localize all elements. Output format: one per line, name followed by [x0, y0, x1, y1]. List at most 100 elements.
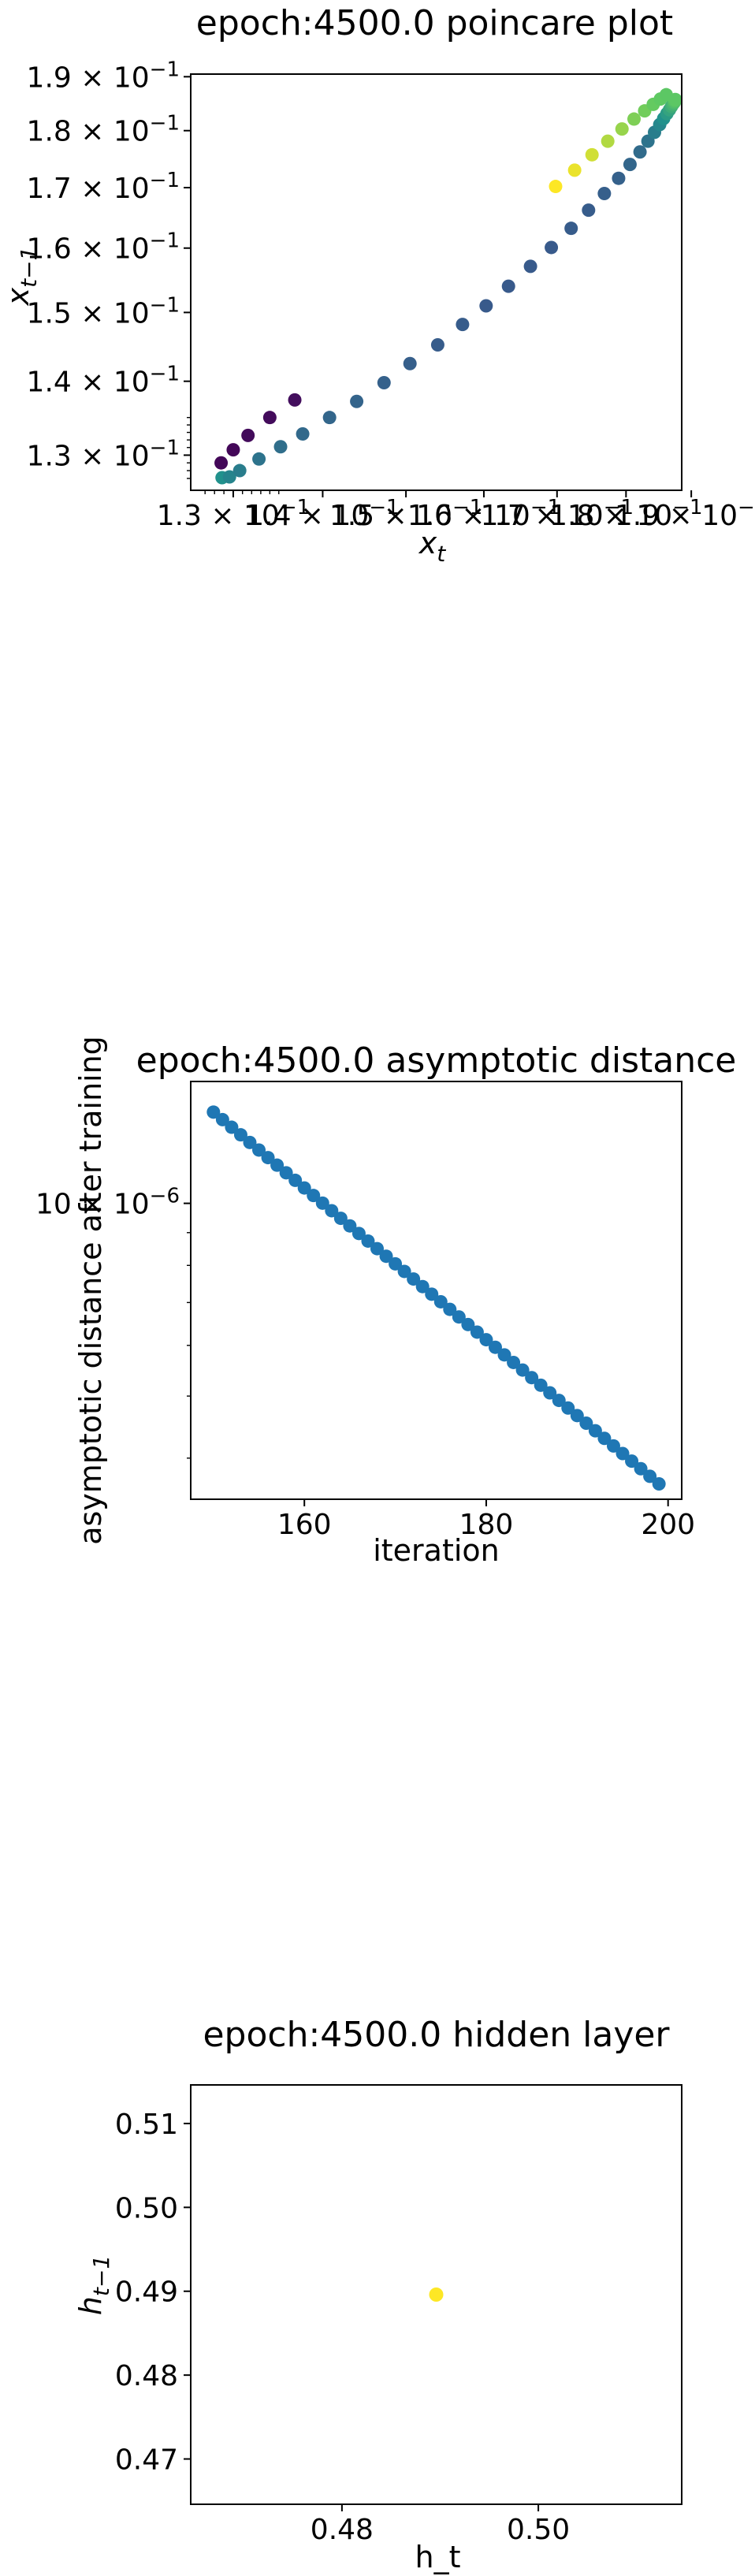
y-tick-label: 1.5 × 10−1 [27, 293, 180, 329]
asymptotic-distance-chart: epoch:4500.0 asymptotic distance 160 180 20… [35, 1036, 736, 1568]
x-tick-label: 0.48 [311, 2514, 374, 2546]
data-point [370, 1241, 385, 1256]
data-point [379, 1249, 393, 1264]
data-point [279, 1166, 293, 1180]
y-tick-label: 0.51 [115, 2109, 178, 2141]
data-point [433, 1294, 448, 1308]
data-point [296, 426, 310, 441]
y-tick-label: 0.47 [115, 2444, 178, 2477]
data-point [549, 180, 563, 194]
data-point [643, 1469, 657, 1483]
y-tick-label: 1.7 × 10−1 [27, 169, 180, 205]
data-point [261, 1151, 275, 1165]
y-tick-label: 1.9 × 10−1 [27, 58, 180, 94]
data-point [225, 1120, 239, 1134]
x-tick-label: 1.9 × 10−1 [615, 496, 755, 532]
data-point [659, 87, 673, 102]
data-point [288, 1173, 303, 1187]
x-tick-label: 1.8 × 10−1 [549, 496, 702, 532]
data-point [470, 1325, 484, 1339]
y-tick-label: 1.6 × 10−1 [27, 229, 180, 266]
data-point [570, 1409, 584, 1423]
data-point [325, 1204, 339, 1218]
x-tick-label: 200 [641, 1509, 695, 1541]
data-point [425, 1287, 439, 1301]
y-tick-label: 1.4 × 10−1 [27, 363, 180, 399]
data-point [322, 411, 337, 425]
data-point [241, 428, 255, 442]
data-point [273, 440, 288, 454]
data-point [333, 1212, 348, 1226]
data-point [350, 394, 364, 408]
data-point [233, 1128, 247, 1142]
y-tick-label: 1.3 × 10−1 [27, 436, 180, 472]
data-point [232, 463, 247, 478]
hidden-layer-title: epoch:4500.0 hidden layer [203, 2015, 670, 2055]
data-point [497, 1348, 511, 1362]
y-tick-label: 0.50 [115, 2192, 178, 2224]
data-point [252, 452, 266, 466]
y-axis-label: xt−1 [1, 247, 42, 307]
data-point [515, 1363, 530, 1377]
data-point [523, 259, 537, 274]
x-tick-label: 1.6 × 10−1 [407, 496, 560, 532]
data-point [343, 1219, 357, 1233]
data-point [625, 1454, 639, 1469]
data-point [616, 1446, 630, 1461]
data-point [252, 1143, 266, 1157]
data-point [501, 279, 515, 293]
data-point [606, 1439, 620, 1453]
plot-frame [190, 1081, 682, 1500]
x-tick-label: 1.4 × 10−1 [246, 496, 399, 532]
data-point [582, 203, 596, 218]
data-point [634, 1461, 648, 1476]
data-point [479, 299, 493, 313]
y-tick-label: 1.8 × 10−1 [27, 112, 180, 148]
data-point [430, 338, 444, 352]
data-point [543, 1386, 557, 1400]
x-axis-label: xt [418, 526, 447, 567]
data-point [215, 1112, 229, 1126]
data-point [525, 1371, 539, 1385]
x-tick-label: 1.3 × 10−1 [157, 496, 310, 532]
x-tick-label: 1.7 × 10−1 [481, 496, 634, 532]
x-axis-label: h_t [415, 2540, 461, 2574]
data-point [534, 1378, 548, 1392]
data-point [206, 1105, 221, 1119]
data-point [456, 318, 470, 332]
data-point [652, 1476, 666, 1491]
data-point [222, 470, 236, 484]
y-tick-label: 0.49 [115, 2276, 178, 2309]
data-point [585, 147, 599, 162]
y-tick-label: 10 × 10−6 [35, 1185, 180, 1221]
data-point [262, 411, 277, 425]
x-axis-label: iteration [373, 1533, 500, 1568]
data-point [564, 221, 578, 236]
data-point [415, 1279, 430, 1294]
data-point [507, 1355, 521, 1369]
data-point [243, 1135, 257, 1149]
data-point [377, 375, 391, 389]
y-axis-label: asymptotic distance after training [73, 1036, 108, 1545]
data-point [214, 456, 229, 470]
data-point [479, 1333, 493, 1347]
data-point [429, 2288, 444, 2302]
data-point [389, 1256, 403, 1271]
x-tick-label: 1.5 × 10−1 [329, 496, 482, 532]
data-point [397, 1264, 411, 1279]
x-tick-label: 0.50 [507, 2514, 570, 2546]
asymptotic-title: epoch:4500.0 asymptotic distance [136, 1040, 737, 1081]
data-point [623, 158, 637, 172]
data-point [351, 1227, 366, 1241]
data-point [567, 163, 582, 177]
poincare-title: epoch:4500.0 poincare plot [196, 3, 673, 43]
data-point [579, 1416, 593, 1430]
data-point [452, 1310, 466, 1324]
y-tick-label: 0.48 [115, 2360, 178, 2392]
data-point [601, 134, 615, 148]
plot-frame [190, 2084, 682, 2505]
data-point [588, 1424, 602, 1438]
data-point [403, 356, 417, 370]
